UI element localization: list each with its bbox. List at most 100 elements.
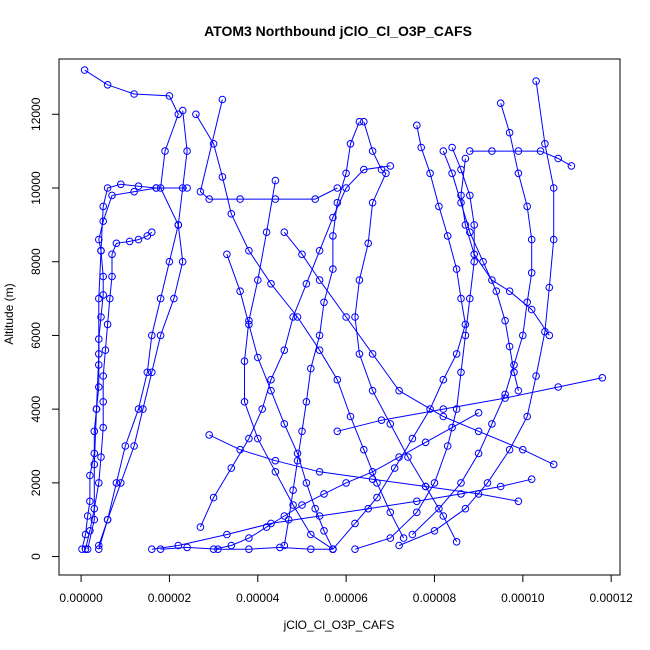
data-point xyxy=(156,331,165,340)
data-point xyxy=(267,519,275,528)
data-series xyxy=(280,228,558,469)
data-series xyxy=(196,162,395,531)
data-point xyxy=(395,541,403,550)
y-axis: 0 2000 4000 6000 8000 10000 12000 xyxy=(29,97,59,560)
data-point xyxy=(293,449,302,458)
data-point xyxy=(333,427,342,436)
data-point xyxy=(439,375,448,384)
data-series xyxy=(466,147,576,170)
data-point xyxy=(342,479,350,487)
data-point xyxy=(86,497,94,506)
data-point xyxy=(174,221,183,229)
data-point xyxy=(90,427,99,436)
data-point xyxy=(218,173,227,181)
data-point xyxy=(86,527,94,535)
series-line xyxy=(332,125,466,550)
data-point xyxy=(97,453,105,461)
data-point xyxy=(549,184,558,192)
series-line xyxy=(85,231,153,550)
data-point xyxy=(271,468,280,476)
data-point xyxy=(196,523,205,531)
data-series xyxy=(408,99,536,539)
data-point xyxy=(99,202,107,211)
data-point xyxy=(298,250,306,259)
data-point xyxy=(448,169,456,178)
data-point xyxy=(466,294,474,303)
data-point xyxy=(245,534,253,542)
data-point xyxy=(152,184,160,192)
data-point xyxy=(519,445,527,454)
data-point xyxy=(452,265,461,273)
data-point xyxy=(183,184,191,192)
data-point xyxy=(426,169,434,178)
data-point xyxy=(413,508,421,517)
data-point xyxy=(289,501,297,509)
data-point xyxy=(368,198,377,207)
data-point xyxy=(174,110,183,119)
data-point xyxy=(461,320,470,329)
series-line xyxy=(442,150,519,391)
data-point xyxy=(112,479,121,487)
data-point xyxy=(474,449,483,458)
data-point xyxy=(329,232,337,240)
data-point xyxy=(346,140,355,148)
data-point xyxy=(505,128,514,137)
data-point xyxy=(240,357,249,366)
data-point xyxy=(148,545,156,554)
data-point xyxy=(523,202,532,211)
data-point xyxy=(351,545,359,554)
data-point xyxy=(461,221,470,229)
data-point xyxy=(245,246,253,255)
data-point xyxy=(97,313,105,321)
data-point xyxy=(143,232,152,240)
data-point xyxy=(452,538,461,546)
data-point xyxy=(320,490,328,498)
data-point xyxy=(417,143,426,152)
data-point xyxy=(245,545,253,554)
data-point xyxy=(90,460,99,469)
data-point xyxy=(452,350,461,358)
data-point xyxy=(130,187,138,196)
data-point xyxy=(536,147,545,155)
data-point xyxy=(103,81,112,89)
data-point xyxy=(488,276,496,284)
data-point xyxy=(527,269,536,277)
data-point xyxy=(253,276,262,284)
data-point xyxy=(78,545,86,554)
data-point xyxy=(80,66,89,74)
y-tick-label: 0 xyxy=(29,553,43,560)
series-line xyxy=(213,412,479,550)
data-point xyxy=(408,434,417,443)
data-point xyxy=(289,486,297,495)
data-point xyxy=(386,534,395,542)
y-tick-label: 10000 xyxy=(29,171,43,205)
data-series xyxy=(83,180,160,554)
data-point xyxy=(148,228,156,236)
data-point xyxy=(505,342,514,351)
data-point xyxy=(448,423,456,432)
data-point xyxy=(86,471,94,480)
data-point xyxy=(386,508,395,517)
data-point xyxy=(271,176,280,185)
data-point xyxy=(466,228,474,236)
data-point xyxy=(435,202,443,211)
series-line xyxy=(412,103,533,535)
data-point xyxy=(95,479,103,487)
data-point xyxy=(302,280,311,288)
data-point xyxy=(470,257,479,266)
data-point xyxy=(364,504,373,513)
data-point xyxy=(488,420,496,428)
data-point xyxy=(130,90,138,98)
data-series xyxy=(439,147,523,395)
data-point xyxy=(83,545,92,554)
data-point xyxy=(134,182,143,190)
data-point xyxy=(267,375,275,384)
data-point xyxy=(501,394,509,402)
series-line xyxy=(226,254,334,550)
data-point xyxy=(307,530,315,539)
data-point xyxy=(83,512,92,520)
data-point xyxy=(426,405,434,413)
series-line xyxy=(195,114,405,539)
data-point xyxy=(280,420,289,428)
data-point xyxy=(395,453,403,461)
